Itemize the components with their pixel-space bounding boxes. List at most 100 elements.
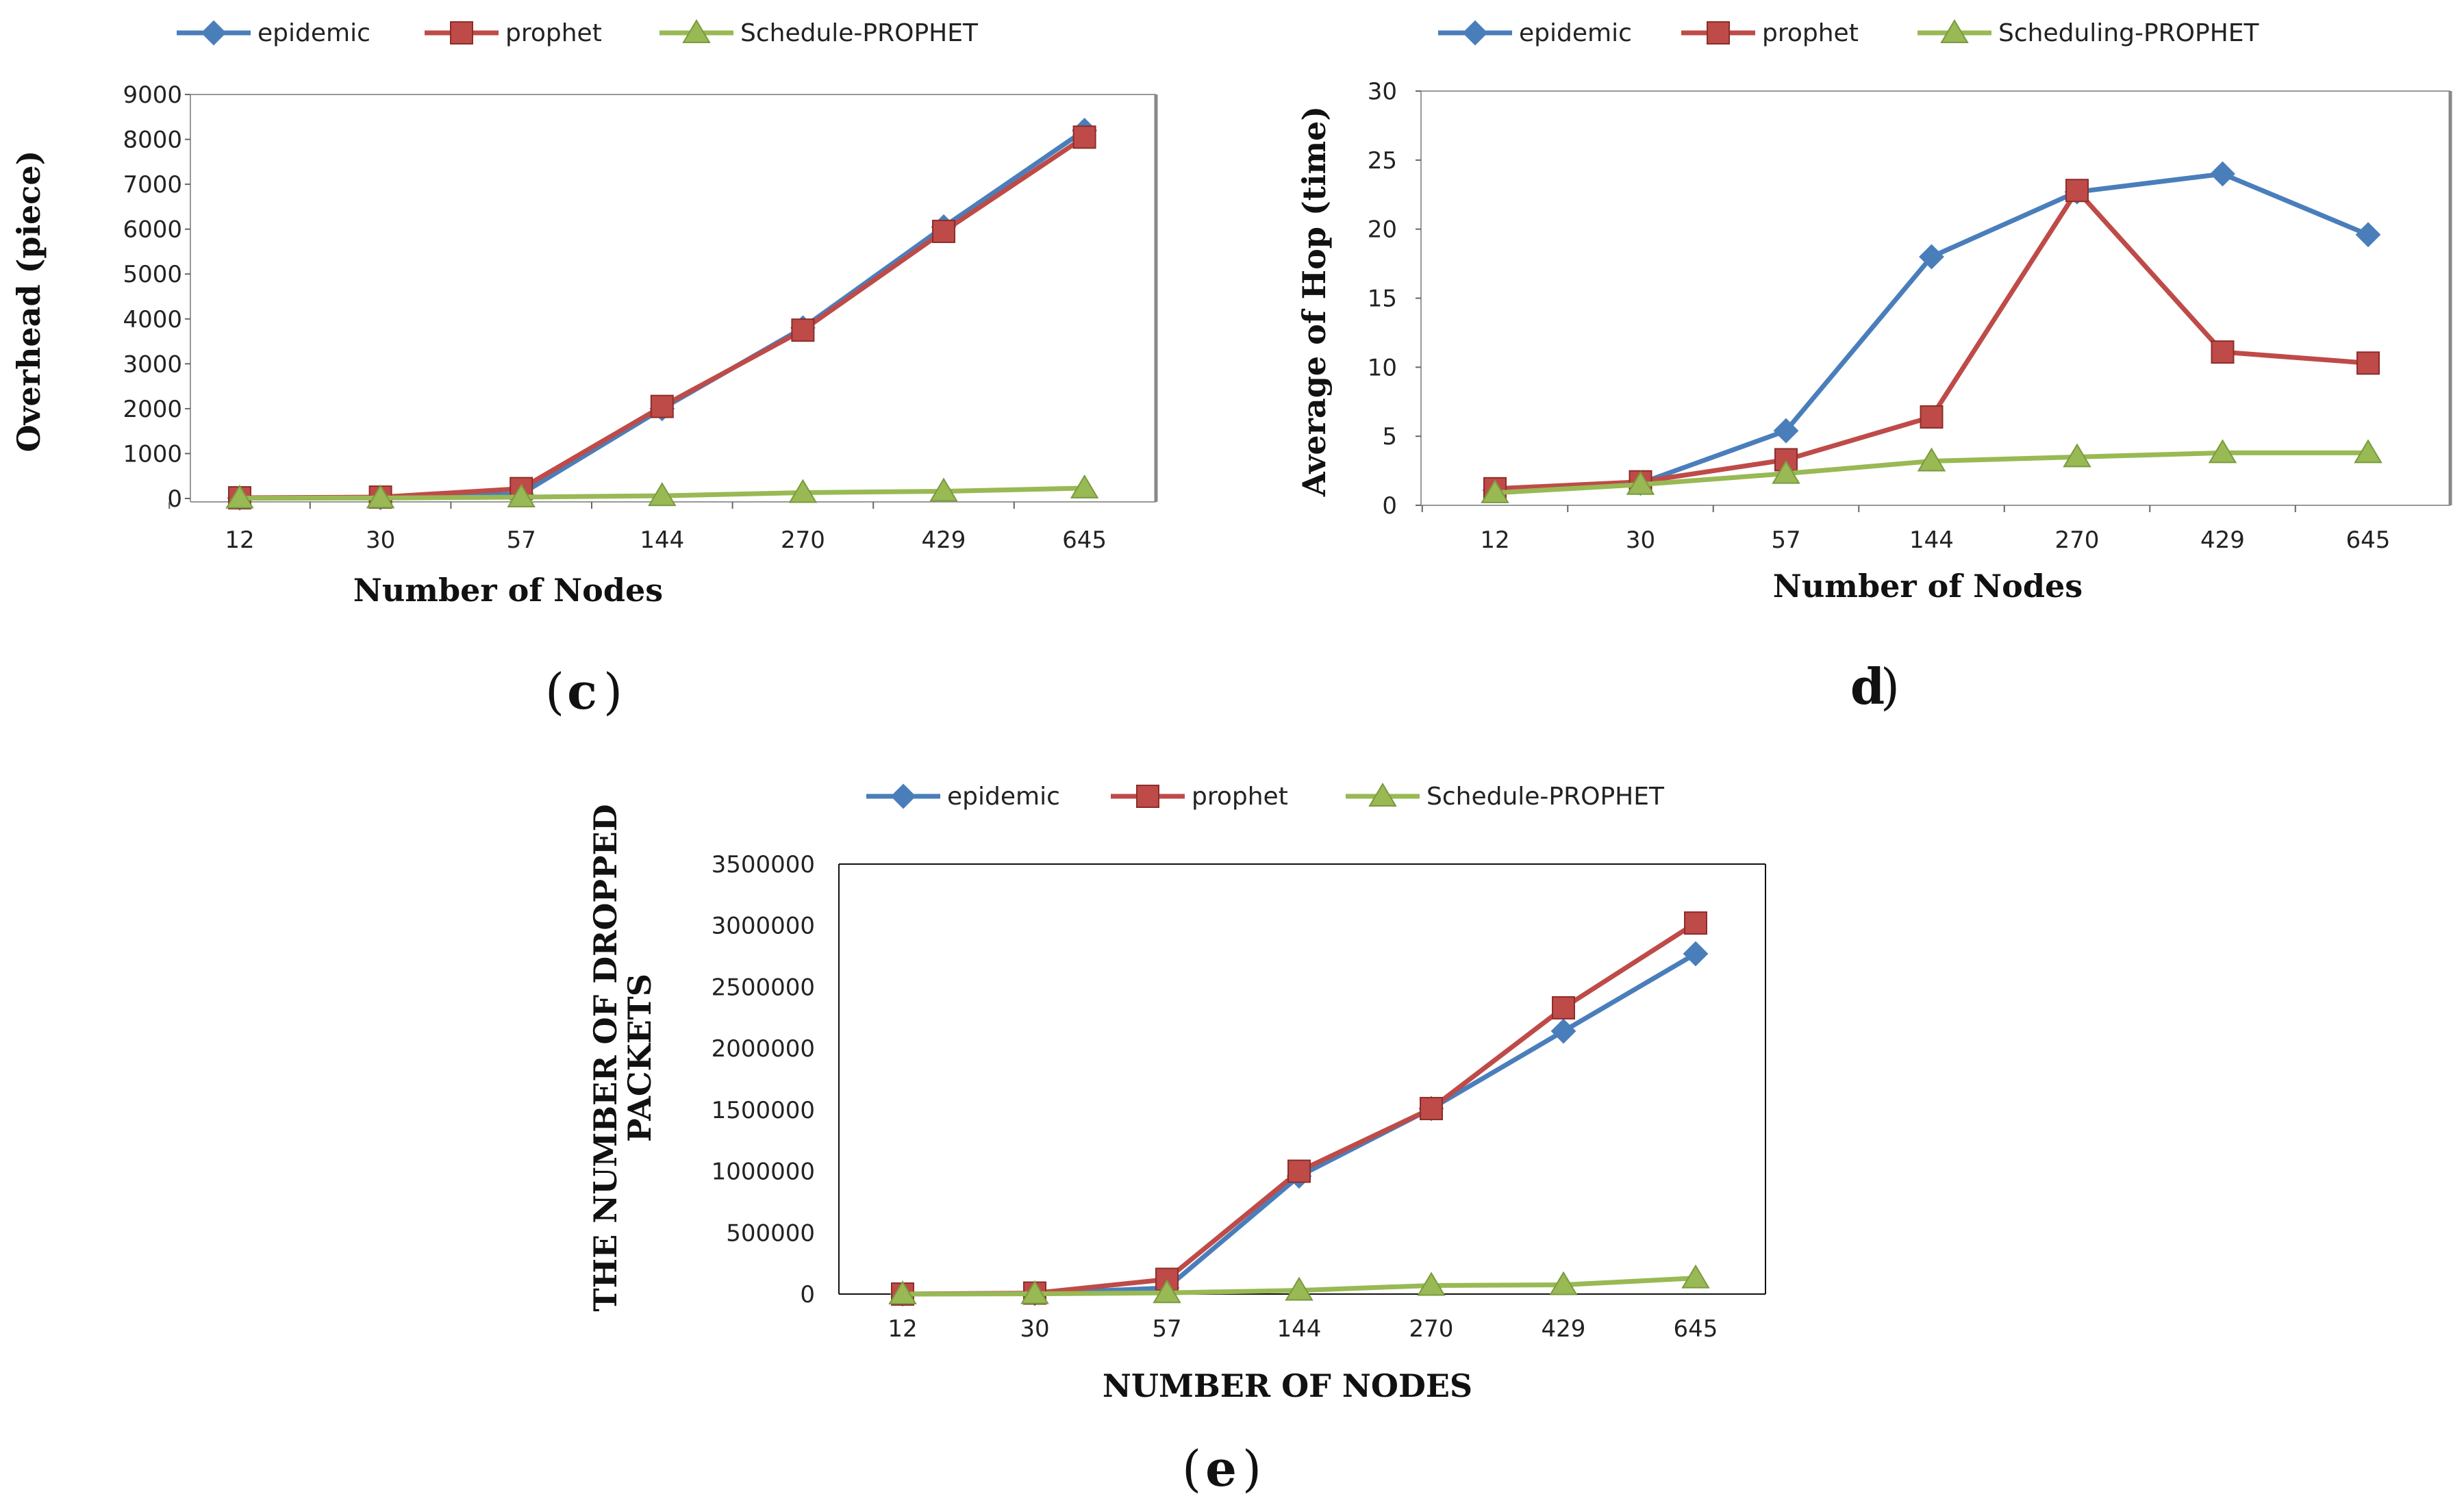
data-point-prophet	[2211, 340, 2235, 364]
data-point-Schedule-PROPHET	[1681, 1264, 1710, 1289]
legend-label: epidemic	[1519, 19, 1632, 47]
legend-label: prophet	[1192, 783, 1288, 811]
y-axis-label: Average of Hop (time)	[1296, 106, 1333, 497]
y-axis-label: PACKETS	[621, 974, 658, 1142]
x-tick-label: 12	[888, 1315, 917, 1343]
x-tick-label: 144	[1277, 1315, 1322, 1343]
legend-label: epidemic	[947, 783, 1060, 811]
x-tick-label: 57	[507, 527, 536, 554]
x-axis-label: NUMBER OF NODES	[1103, 1367, 1472, 1404]
legend-label: Schedule-PROPHET	[740, 19, 979, 47]
x-tick-label: 12	[1480, 527, 1509, 554]
series-line-epidemic	[239, 128, 1086, 501]
data-point-Schedule-PROPHET	[1020, 1280, 1049, 1304]
data-point-epidemic	[2355, 222, 2381, 248]
x-tick-label: 270	[1409, 1315, 1454, 1343]
x-tick-label: 57	[1771, 527, 1800, 554]
legend-marker-epidemic	[201, 20, 227, 46]
data-point-Scheduling-PROPHET	[2354, 439, 2383, 464]
legend-marker-prophet	[450, 21, 473, 45]
data-point-Scheduling-PROPHET	[1917, 447, 1946, 472]
x-tick-label: 30	[366, 527, 395, 554]
y-tick-label: 500000	[726, 1219, 815, 1247]
legend-marker-Schedule-PROPHET	[682, 19, 711, 43]
y-tick-label: 7000	[123, 171, 182, 199]
legend-marker-epidemic	[1462, 20, 1488, 46]
panel-label-close: )	[1881, 658, 1900, 716]
data-point-Schedule-PROPHET	[225, 484, 254, 509]
data-point-Scheduling-PROPHET	[1481, 479, 1509, 503]
y-axis-label: THE NUMBER OF DROPPED	[587, 804, 624, 1311]
y-tick-label: 15	[1368, 286, 1397, 313]
legend-marker-Scheduling-PROPHET	[1940, 19, 1969, 43]
series-line-epidemic	[1494, 171, 2369, 493]
data-point-epidemic	[1773, 418, 1799, 444]
data-point-Schedule-PROPHET	[648, 482, 677, 507]
data-point-Schedule-PROPHET	[788, 479, 818, 503]
data-point-Schedule-PROPHET	[1070, 474, 1099, 498]
data-point-Schedule-PROPHET	[1285, 1276, 1313, 1301]
y-tick-label: 0	[167, 485, 182, 513]
x-tick-label: 270	[781, 527, 825, 554]
x-tick-label: 12	[225, 527, 254, 554]
legend-marker-prophet	[1136, 785, 1159, 808]
x-tick-label: 429	[2200, 527, 2245, 554]
y-tick-label: 1000000	[712, 1159, 815, 1186]
data-point-prophet	[1420, 1097, 1443, 1121]
data-point-prophet	[791, 318, 815, 342]
y-tick-label: 3000	[123, 351, 182, 378]
data-point-prophet	[1552, 996, 1575, 1020]
x-tick-label: 144	[1909, 527, 1954, 554]
series-line-epidemic	[902, 951, 1697, 1297]
panel-label-letter: d	[1850, 657, 1885, 716]
x-tick-label: 30	[1626, 527, 1655, 554]
data-point-Schedule-PROPHET	[1417, 1271, 1446, 1296]
panel-label-close: )	[603, 663, 623, 720]
y-tick-label: 5000	[123, 261, 182, 288]
data-point-Schedule-PROPHET	[366, 484, 395, 509]
panel-label-close: )	[1242, 1440, 1261, 1494]
x-tick-label: 429	[1542, 1315, 1586, 1343]
y-tick-label: 6000	[123, 216, 182, 244]
data-point-epidemic	[1683, 941, 1709, 967]
series-line-prophet	[902, 921, 1697, 1297]
x-tick-label: 645	[1674, 1315, 1718, 1343]
y-tick-label: 1000	[123, 440, 182, 468]
y-tick-label: 5	[1382, 423, 1397, 451]
y-tick-label: 3000000	[712, 913, 815, 940]
x-axis-label: Number of Nodes	[1773, 568, 2083, 605]
data-point-epidemic	[2210, 161, 2235, 187]
y-tick-label: 8000	[123, 127, 182, 154]
data-point-prophet	[1072, 125, 1096, 149]
x-axis-label: Number of Nodes	[353, 572, 663, 609]
x-tick-label: 270	[2055, 527, 2100, 554]
y-tick-label: 0	[1382, 492, 1397, 520]
x-tick-label: 429	[922, 527, 966, 554]
data-point-prophet	[1287, 1159, 1311, 1183]
series-line-prophet	[239, 135, 1086, 501]
panel-label-open: (	[1182, 1440, 1201, 1494]
x-tick-label: 57	[1152, 1315, 1181, 1343]
data-point-epidemic	[1919, 244, 1944, 270]
legend-marker-prophet	[1707, 21, 1730, 45]
data-point-prophet	[1684, 911, 1707, 935]
chart-e: 0 500000 1000000 1500000 2000000 2500000 30000…	[587, 783, 1766, 1494]
legend-label: Schedule-PROPHET	[1426, 783, 1665, 811]
y-tick-label: 2500000	[712, 974, 815, 1001]
y-tick-label: 0	[800, 1281, 815, 1308]
data-point-prophet	[1920, 405, 1944, 429]
legend-label: epidemic	[257, 19, 370, 47]
data-point-Schedule-PROPHET	[1153, 1279, 1181, 1304]
panel-label-letter: c	[567, 662, 597, 720]
data-point-Schedule-PROPHET	[507, 483, 536, 508]
y-tick-label: 9000	[123, 81, 182, 109]
x-tick-label: 645	[2346, 527, 2391, 554]
chart-c: 0 1000 2000 3000 4000 5000 6000 7000 8000 9000 12 3…	[10, 19, 1158, 720]
legend-marker-Schedule-PROPHET	[1368, 783, 1397, 807]
data-point-prophet	[2356, 351, 2380, 375]
legend-label: Scheduling-PROPHET	[1998, 19, 2260, 47]
data-point-Scheduling-PROPHET	[2208, 439, 2237, 464]
y-tick-label: 25	[1368, 147, 1397, 175]
legend-label: prophet	[1762, 19, 1859, 47]
x-tick-label: 30	[1020, 1315, 1049, 1343]
